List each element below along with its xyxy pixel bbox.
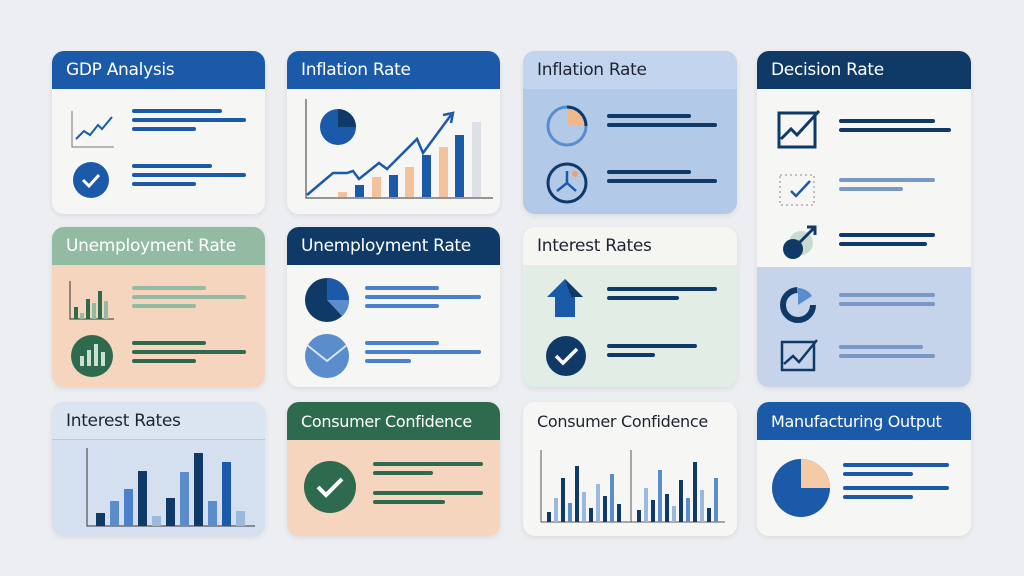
pie-chart-icon [772,459,830,517]
trend-chart-icon-2 [780,339,818,372]
card-consumer-confidence[interactable]: Consumer Confidence [287,402,500,536]
goal-arrow-icon [783,225,817,259]
network-circle-icon [546,162,588,204]
text-lines [132,159,246,191]
card-gdp-analysis[interactable]: GDP Analysis [52,51,265,214]
text-lines [839,114,951,137]
card-title: GDP Analysis [52,51,265,89]
card-interest-rates[interactable]: Interest Rates [523,227,737,387]
bar-chart [86,448,255,527]
card-title: Unemployment Rate [287,227,500,265]
pie-chart-icon [305,278,349,322]
text-lines [843,458,949,504]
card-title: Consumer Confidence [287,402,500,440]
card-title: Interest Rates [523,227,737,265]
target-check-icon [779,174,815,206]
text-lines [607,339,697,362]
card-unemployment-rate-2[interactable]: Unemployment Rate [287,227,500,387]
text-lines [373,457,483,509]
bar-line-chart-icon [305,99,493,199]
card-inflation-rate-2[interactable]: Inflation Rate [523,51,737,214]
bar-chart-icon [69,281,114,320]
trend-chart-icon [777,109,821,149]
card-title: Unemployment Rate [52,227,265,265]
bar-chart-circle-icon [71,335,113,377]
mail-circle-icon [305,334,349,378]
text-lines [365,336,481,368]
card-title: Decision Rate [757,51,971,89]
card-title: Inflation Rate [287,51,500,89]
card-decision-rate[interactable]: Decision Rate [757,51,971,387]
card-interest-rates-2[interactable]: Interest Rates [52,402,265,536]
card-title: Consumer Confidence [537,411,708,431]
text-lines [132,104,246,136]
text-lines [839,340,935,363]
card-consumer-confidence-2[interactable]: Consumer Confidence [523,402,737,536]
text-lines [132,281,246,313]
progress-ring-icon [546,105,588,147]
line-chart-icon [71,111,114,148]
card-title: Interest Rates [52,402,265,440]
text-lines [607,165,717,188]
card-unemployment-rate[interactable]: Unemployment Rate [52,227,265,387]
check-circle-icon [304,461,356,513]
text-lines [607,282,717,305]
text-lines [132,336,246,368]
card-title: Manufacturing Output [757,402,971,440]
bar-chart [540,450,725,523]
text-lines [839,173,935,196]
card-manufacturing-output[interactable]: Manufacturing Output [757,402,971,536]
card-inflation-rate[interactable]: Inflation Rate [287,51,500,214]
donut-progress-icon [780,287,816,323]
card-title: Inflation Rate [523,51,737,89]
check-circle-icon [546,336,586,376]
check-circle-icon [73,162,109,198]
text-lines [607,109,717,132]
text-lines [839,228,935,251]
text-lines [365,281,481,313]
house-arrow-icon [547,279,583,317]
text-lines [839,288,935,311]
